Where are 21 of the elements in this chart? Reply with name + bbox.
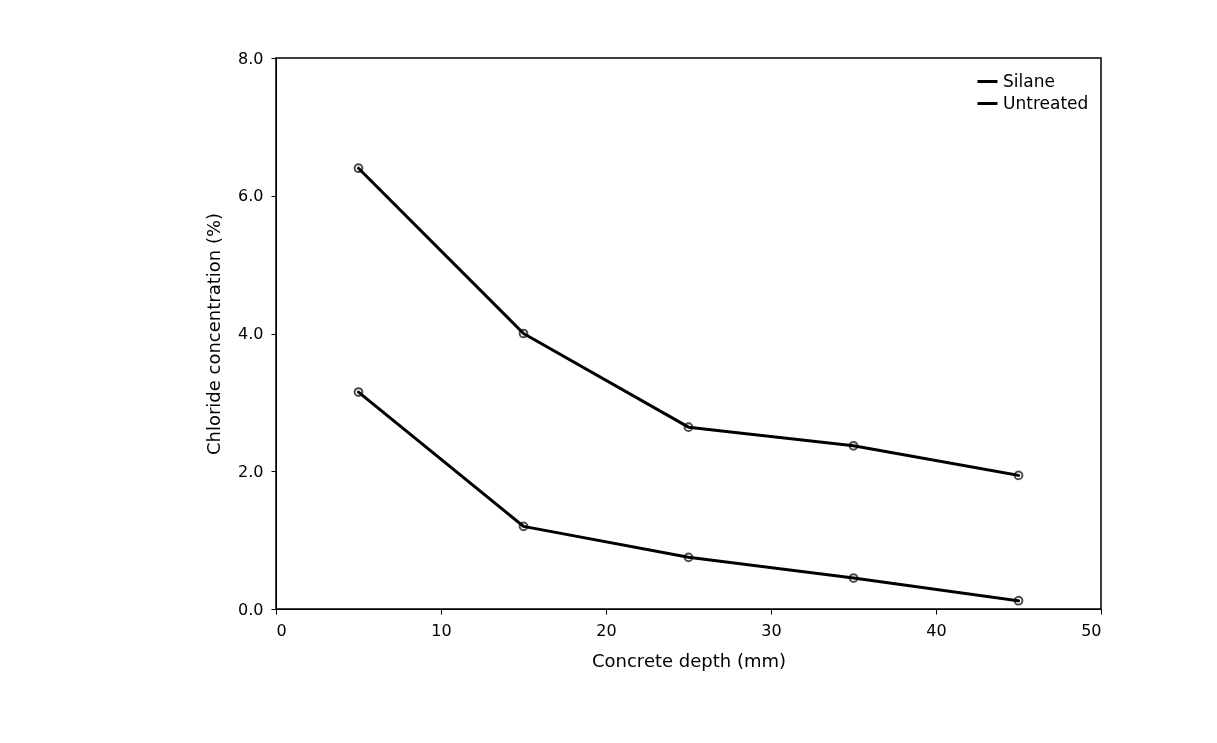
point bbox=[848, 440, 859, 451]
point bbox=[683, 422, 694, 433]
x-tick-label: 50 bbox=[1081, 620, 1102, 640]
point bbox=[683, 552, 694, 563]
x-tick-label: 10 bbox=[431, 620, 452, 640]
y-tick-label: 0.0 bbox=[238, 599, 264, 619]
x-axis-title: Concrete depth (mm) bbox=[591, 649, 787, 671]
x-tick-label: 0 bbox=[276, 620, 287, 640]
y-axis-title: Chloride concentration (%) bbox=[203, 212, 225, 456]
x-tick-label: 30 bbox=[761, 620, 782, 640]
y-tick-label: 6.0 bbox=[238, 186, 264, 206]
y-tick-label: 8.0 bbox=[238, 48, 264, 68]
y-tick-label: 2.0 bbox=[238, 461, 264, 481]
point bbox=[518, 521, 529, 532]
legend-label: Untreated bbox=[1003, 92, 1089, 113]
point bbox=[848, 573, 859, 583]
point bbox=[518, 328, 529, 339]
legend-label: Silane bbox=[1003, 70, 1055, 91]
x-tick-label: 40 bbox=[926, 620, 947, 640]
y-tick-label: 4.0 bbox=[238, 324, 264, 343]
x-tick-label: 20 bbox=[596, 620, 617, 640]
